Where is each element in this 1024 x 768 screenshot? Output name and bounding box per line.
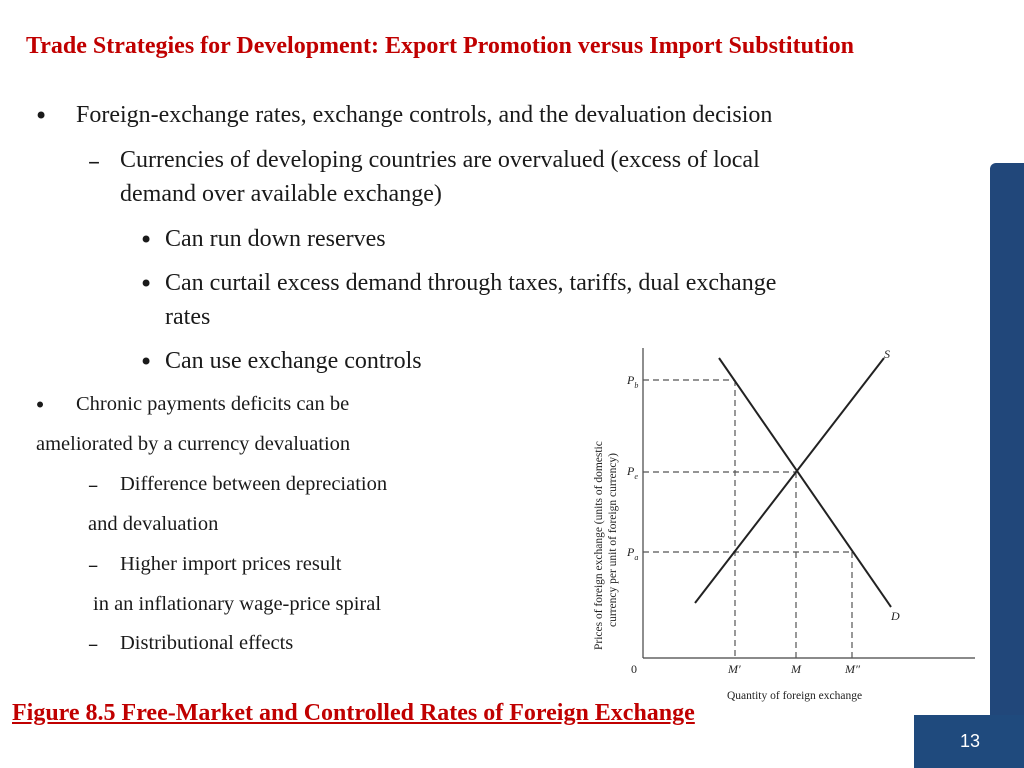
demand-curve xyxy=(718,357,892,608)
origin-label: 0 xyxy=(631,662,637,676)
sub-sub-bullet-text: rates xyxy=(165,304,211,330)
page-number: 13 xyxy=(914,715,1024,768)
bullet-symbol: • xyxy=(139,226,154,254)
supply-curve xyxy=(694,357,885,604)
bullet-text: Foreign-exchange rates, exchange control… xyxy=(76,102,773,128)
bullet-symbol: • xyxy=(139,270,154,298)
sub-sub-bullet-text: Can curtail excess demand through taxes,… xyxy=(165,270,777,296)
demand-label: D xyxy=(890,609,900,623)
x-axis-label: Quantity of foreign exchange xyxy=(727,690,862,702)
bullet-symbol: • xyxy=(139,348,154,376)
dash-symbol: – xyxy=(88,473,99,497)
sub-bullet-text: demand over available exchange) xyxy=(120,181,442,207)
dash-symbol: – xyxy=(88,147,100,175)
x-tick-m-prime: M′ xyxy=(727,662,741,676)
bullet-symbol: • xyxy=(34,102,49,130)
sub-bullet-text: Currencies of developing countries are o… xyxy=(120,147,760,173)
bullet-text: ameliorated by a currency devaluation xyxy=(36,433,351,455)
bullet-symbol: • xyxy=(34,393,47,417)
x-tick-m-double-prime: M″ xyxy=(844,662,861,676)
sub-bullet-text: Higher import prices result xyxy=(120,553,342,575)
sub-bullet-text: Distributional effects xyxy=(120,632,294,654)
y-axis-label-line1: Prices of foreign exchange (units of dom… xyxy=(593,441,605,650)
decorative-side-bar xyxy=(990,163,1024,768)
dash-symbol: – xyxy=(88,632,99,656)
sub-bullet-text: Difference between depreciation xyxy=(120,473,388,495)
sub-sub-bullet-text: Can run down reserves xyxy=(165,226,386,252)
y-axis-label-line2: currency per unit of foreign currency) xyxy=(607,453,619,627)
sub-bullet-text: and devaluation xyxy=(88,513,219,535)
supply-label: S xyxy=(884,347,890,361)
bullet-text: Chronic payments deficits can be xyxy=(76,393,350,415)
y-tick-pe: Pe xyxy=(626,464,638,481)
sub-sub-bullet-text: Can use exchange controls xyxy=(165,348,422,374)
figure-caption: Figure 8.5 Free-Market and Controlled Ra… xyxy=(12,700,695,726)
y-tick-pb: Pb xyxy=(626,373,638,390)
sub-bullet-text: in an inflationary wage-price spiral xyxy=(93,593,382,615)
slide-title: Trade Strategies for Development: Export… xyxy=(26,33,854,59)
dash-symbol: – xyxy=(88,553,99,577)
exchange-rate-diagram: S D Pb Pe Pa 0 M′ M M″ Quantity of forei… xyxy=(593,347,975,702)
y-tick-pa: Pa xyxy=(626,545,638,562)
x-tick-m: M xyxy=(790,662,802,676)
